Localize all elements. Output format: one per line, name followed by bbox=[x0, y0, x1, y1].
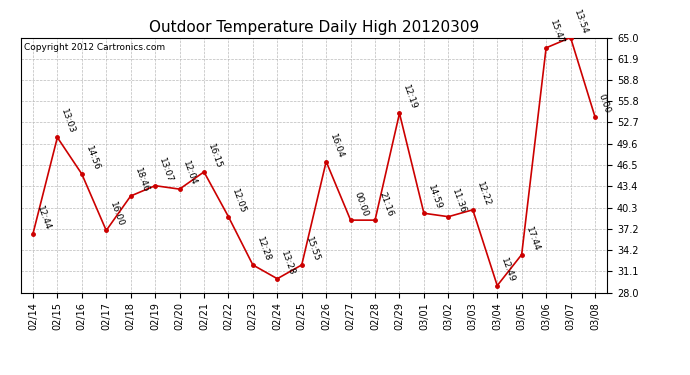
Text: 16:04: 16:04 bbox=[328, 132, 346, 159]
Text: 0:00: 0:00 bbox=[597, 93, 612, 115]
Text: 13:54: 13:54 bbox=[573, 8, 590, 35]
Text: 12:04: 12:04 bbox=[181, 160, 199, 187]
Text: 15:55: 15:55 bbox=[304, 236, 321, 263]
Text: 18:46: 18:46 bbox=[132, 166, 150, 194]
Text: 12:22: 12:22 bbox=[475, 181, 492, 208]
Text: 21:16: 21:16 bbox=[377, 191, 394, 218]
Text: 16:00: 16:00 bbox=[108, 201, 126, 228]
Text: 11:36: 11:36 bbox=[451, 187, 468, 214]
Text: 13:03: 13:03 bbox=[59, 108, 77, 135]
Text: 00:00: 00:00 bbox=[353, 190, 370, 218]
Text: 15:47: 15:47 bbox=[548, 18, 565, 46]
Text: 16:15: 16:15 bbox=[206, 142, 224, 170]
Text: 12:44: 12:44 bbox=[35, 205, 52, 232]
Text: 14:59: 14:59 bbox=[426, 184, 443, 211]
Text: 14:56: 14:56 bbox=[83, 145, 101, 172]
Text: 12:28: 12:28 bbox=[255, 236, 272, 263]
Text: 17:44: 17:44 bbox=[524, 225, 541, 252]
Text: 12:05: 12:05 bbox=[230, 188, 248, 214]
Text: 13:28: 13:28 bbox=[279, 249, 297, 277]
Title: Outdoor Temperature Daily High 20120309: Outdoor Temperature Daily High 20120309 bbox=[149, 20, 479, 35]
Text: Copyright 2012 Cartronics.com: Copyright 2012 Cartronics.com bbox=[23, 43, 165, 52]
Text: 12:49: 12:49 bbox=[499, 256, 516, 284]
Text: 12:19: 12:19 bbox=[402, 84, 419, 111]
Text: 13:07: 13:07 bbox=[157, 156, 175, 184]
